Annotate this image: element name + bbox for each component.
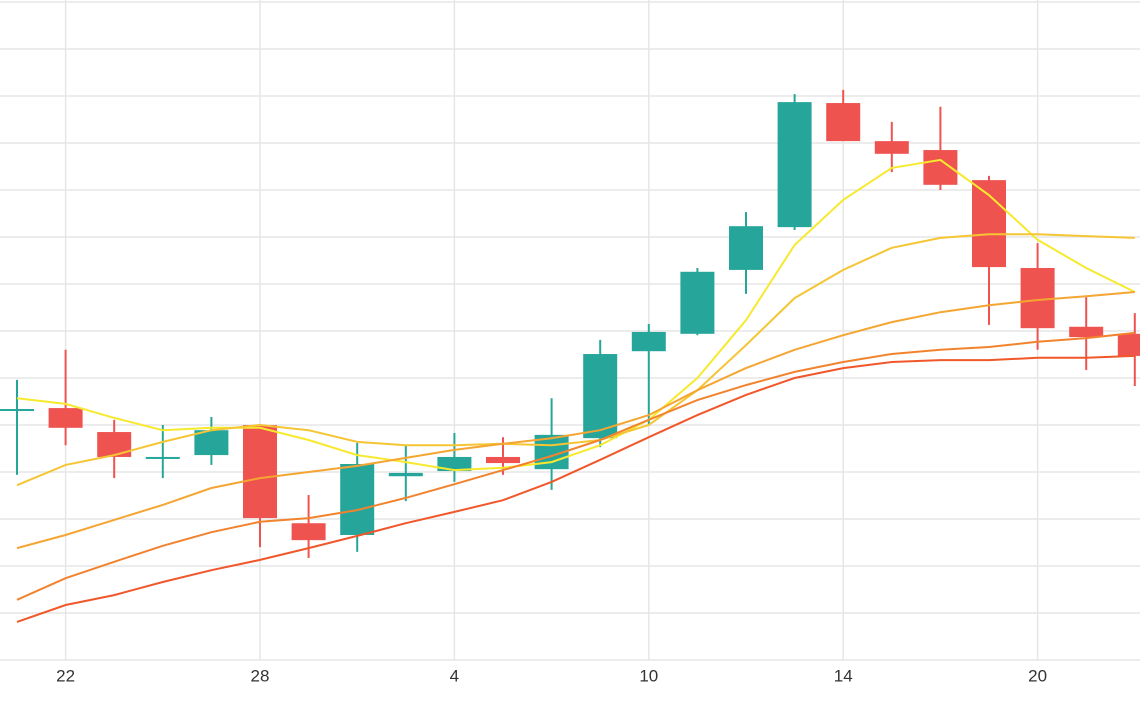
candle-body: [729, 226, 763, 270]
candle-body: [1069, 326, 1104, 338]
moving-average-line: [16, 233, 1135, 487]
x-tick-label: 10: [639, 666, 658, 685]
x-tick-label: 22: [56, 666, 75, 685]
candle-body: [486, 456, 520, 464]
candle-body: [388, 472, 423, 477]
moving-average-line: [16, 291, 1135, 550]
candle-body: [243, 425, 277, 519]
candle-body: [48, 408, 83, 428]
moving-average-line: [16, 331, 1135, 601]
candle-body: [680, 271, 715, 334]
x-tick-label: 20: [1028, 666, 1047, 685]
candle-body: [0, 409, 34, 412]
candle-body: [631, 331, 666, 352]
candle-body: [777, 102, 812, 228]
candle-body: [583, 354, 618, 439]
x-tick-label: 28: [251, 666, 270, 685]
candle-body: [826, 103, 861, 142]
candle-body: [194, 430, 229, 456]
x-tick-label: 14: [834, 666, 853, 685]
candle-body: [340, 464, 375, 535]
candle-body: [1117, 333, 1140, 356]
candle-body: [145, 456, 180, 459]
candle-body: [972, 180, 1006, 268]
moving-average-line: [16, 354, 1135, 623]
candle-body: [437, 456, 472, 472]
candle-body: [97, 432, 132, 457]
candle-body: [291, 523, 326, 541]
candle-body: [874, 141, 909, 154]
moving-average-line: [16, 158, 1136, 472]
candle-body: [1020, 268, 1055, 329]
x-tick-label: 4: [450, 666, 459, 685]
